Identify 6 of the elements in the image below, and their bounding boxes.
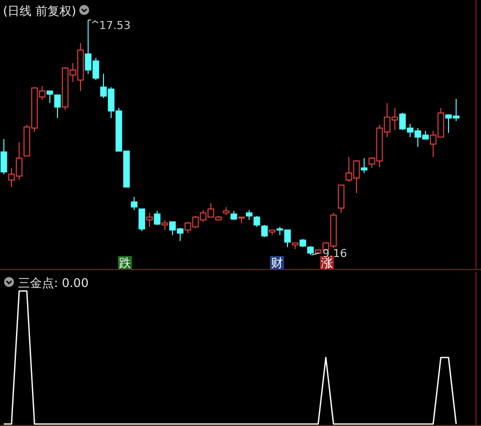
annotation: 涨 (320, 256, 334, 270)
annotation: 跌 (118, 256, 132, 270)
chart-title: (日线 前复权) (3, 4, 76, 18)
annotation: 17.53 (99, 19, 131, 32)
annotation: 财 (270, 256, 284, 270)
chart-title: 三金点: 0.00 (18, 276, 89, 290)
